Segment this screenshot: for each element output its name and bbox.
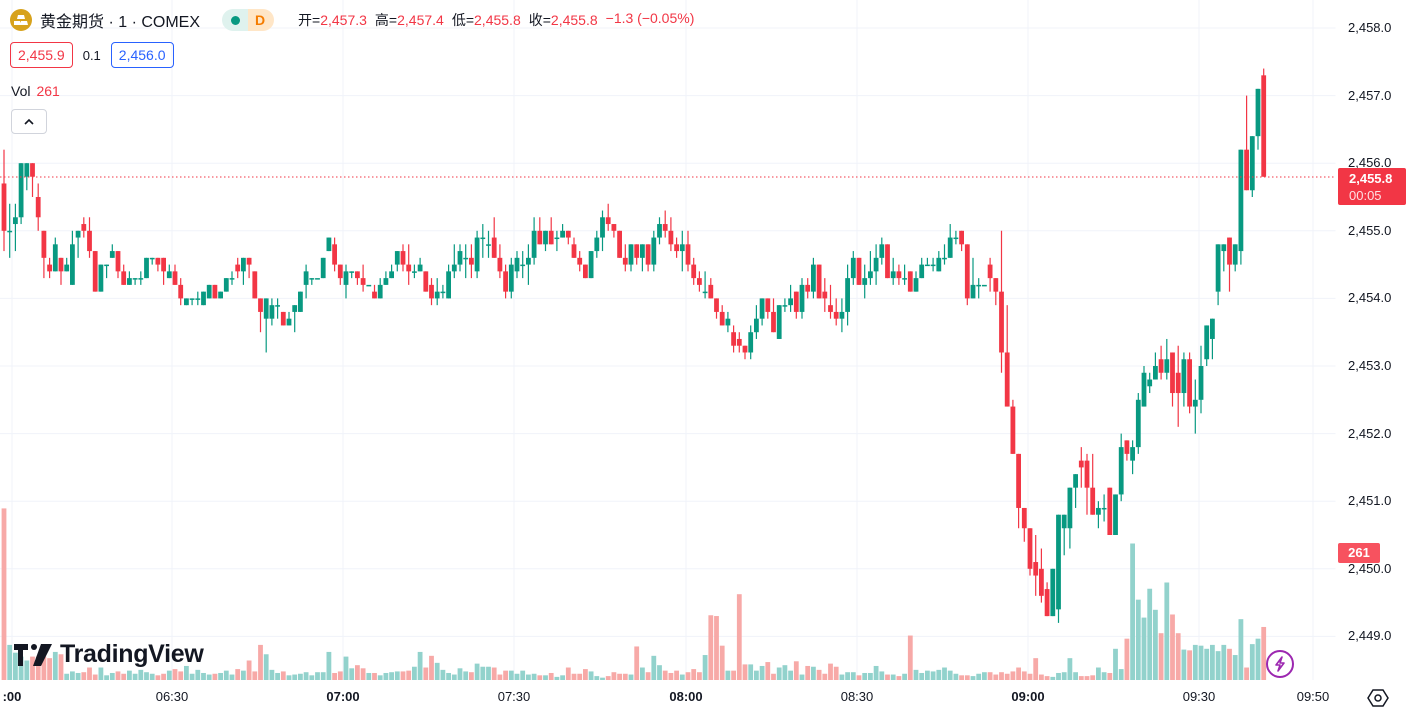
bar-countdown: 00:05 (1349, 188, 1382, 203)
last-price-tag: 2,455.8 00:05 (1338, 168, 1406, 205)
bid-ask-row: 2,455.9 0.1 2,456.0 (10, 42, 174, 68)
market-status-pill[interactable]: D (222, 9, 275, 31)
time-axis-label: 06:30 (155, 689, 189, 704)
lightning-bolt-icon (1275, 656, 1285, 672)
candlesticks (1, 68, 1267, 623)
last-volume-tag: 261 (1338, 543, 1380, 563)
volume-bars (1, 508, 1267, 680)
price-axis-label: 2,454.0 (1348, 290, 1392, 306)
chart-settings-button[interactable] (1367, 688, 1389, 713)
gear-hexagon-icon (1367, 689, 1389, 707)
symbol-title[interactable]: 黄金期货 · 1 · COMEX (40, 14, 201, 31)
chevron-up-icon (24, 118, 34, 125)
tradingview-logo-icon (14, 643, 52, 666)
price-axis-label: 2,458.0 (1348, 20, 1392, 35)
sell-button[interactable]: 2,455.9 (10, 42, 73, 68)
time-axis-label: 09:00 (1011, 689, 1045, 704)
gold-bars-icon (10, 9, 32, 31)
volume-legend: Vol 261 (11, 83, 60, 99)
lightning-alert-button[interactable] (1266, 650, 1294, 678)
spread-value: 0.1 (82, 47, 101, 63)
time-axis-label: :00 (2, 689, 22, 704)
price-axis-label: 2,451.0 (1348, 493, 1392, 509)
price-axis-label: 2,450.0 (1348, 560, 1392, 576)
time-axis-label: 07:00 (326, 689, 360, 704)
data-delay-badge: D (248, 9, 275, 31)
time-axis-label: 07:30 (497, 689, 531, 704)
time-axis-label: 09:30 (1182, 689, 1216, 704)
time-axis-label: 08:00 (669, 689, 703, 704)
buy-button[interactable]: 2,456.0 (110, 42, 174, 68)
price-change: −1.3 (−0.05%) (605, 10, 695, 26)
chart-legend: 黄金期货 · 1 · COMEX D 开=2,457.3 高=2,457.4 低… (10, 8, 694, 32)
market-open-dot-icon (230, 15, 240, 25)
chart-grid (0, 0, 1336, 680)
tradingview-logo[interactable]: TradingView (14, 640, 204, 669)
collapse-legend-button[interactable] (11, 109, 47, 134)
price-axis-label: 2,456.0 (1348, 155, 1392, 171)
ohlc-values: 开=2,457.3 高=2,457.4 低=2,455.8 收=2,455.8 … (298, 10, 695, 28)
price-axis-label: 2,455.0 (1348, 222, 1392, 238)
time-axis-label: 08:30 (840, 689, 874, 704)
price-axis-label: 2,452.0 (1348, 425, 1392, 441)
price-axis-label: 2,449.0 (1348, 628, 1392, 644)
price-axis-label: 2,457.0 (1348, 87, 1392, 103)
time-axis-label: 09:50 (1296, 689, 1330, 704)
price-axis-label: 2,453.0 (1348, 358, 1392, 373)
